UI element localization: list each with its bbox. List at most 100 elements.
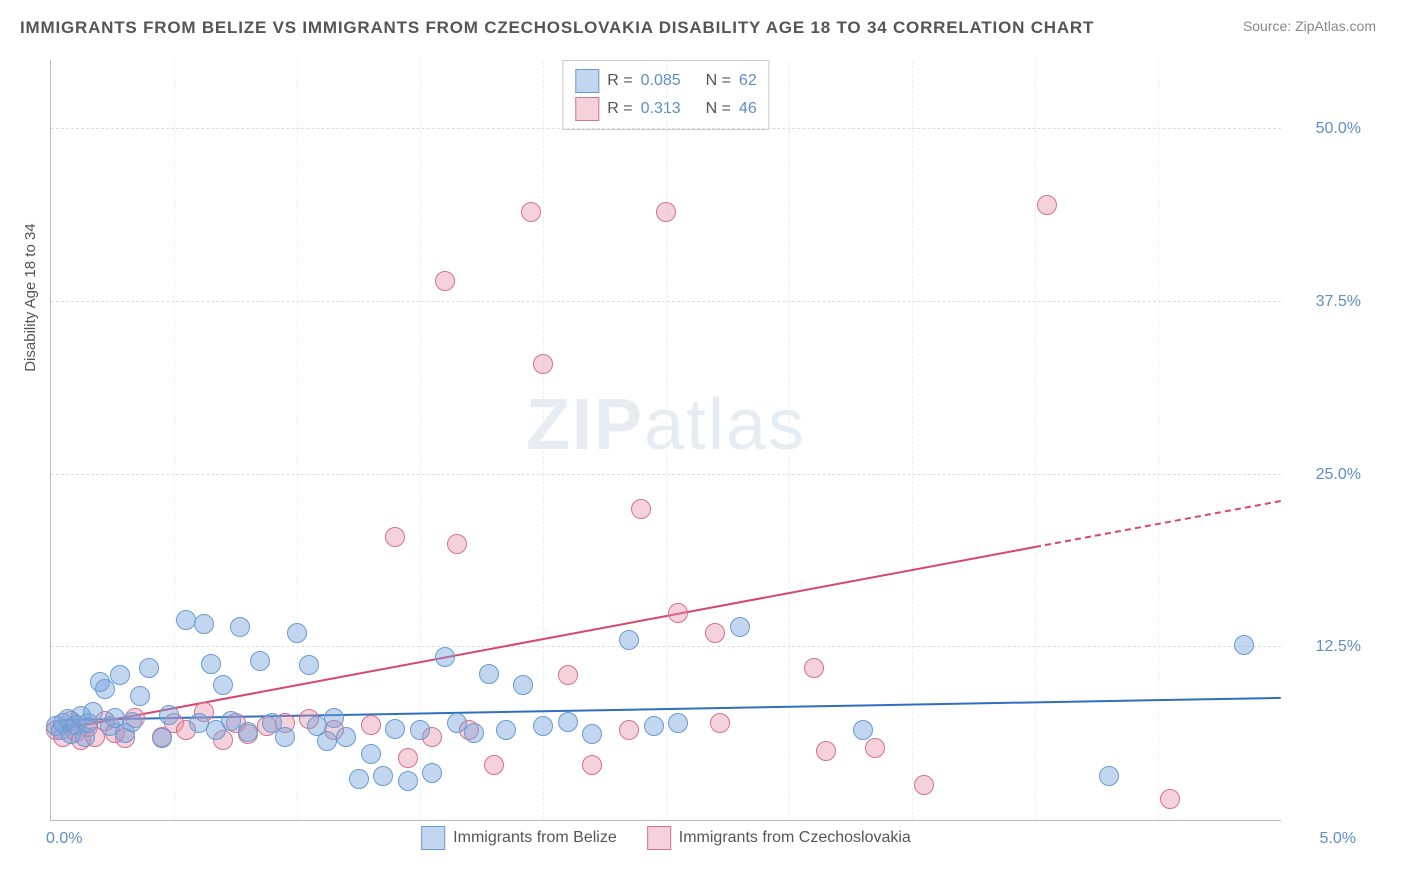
bottom-swatch-belize [421,826,445,850]
data-point-belize [287,623,307,643]
r-value-1: 0.313 [641,100,681,118]
data-point-belize [373,766,393,786]
data-point-belize [464,723,484,743]
data-point-belize [299,655,319,675]
legend-item-belize: Immigrants from Belize [421,826,617,850]
legend-item-czech: Immigrants from Czechoslovakia [647,826,911,850]
x-tick-right: 5.0% [1320,830,1356,848]
data-point-czech [804,658,824,678]
data-point-czech [1160,789,1180,809]
n-label-1: N = [706,100,731,118]
data-point-belize [1099,766,1119,786]
n-value-1: 46 [739,100,757,118]
plot-area: ZIPatlas R = 0.085 N = 62 R = 0.313 N = … [50,60,1281,821]
data-point-belize [668,713,688,733]
data-point-czech [1037,195,1057,215]
data-point-czech [484,755,504,775]
data-point-belize [230,617,250,637]
data-point-belize [122,712,142,732]
data-point-czech [816,741,836,761]
n-value-0: 62 [739,72,757,90]
data-point-belize [250,651,270,671]
n-label-0: N = [706,72,731,90]
data-point-czech [705,623,725,643]
data-point-belize [336,727,356,747]
gridline-v [297,60,298,820]
gridline-v [1158,60,1159,820]
data-point-belize [385,719,405,739]
data-point-czech [385,527,405,547]
data-point-belize [479,664,499,684]
data-point-czech [656,202,676,222]
chart-title: IMMIGRANTS FROM BELIZE VS IMMIGRANTS FRO… [20,18,1094,38]
data-point-belize [435,647,455,667]
data-point-belize [194,614,214,634]
data-point-belize [422,763,442,783]
gridline-v [666,60,667,820]
data-point-czech [447,534,467,554]
data-point-czech [533,354,553,374]
data-point-belize [644,716,664,736]
gridline-v [420,60,421,820]
y-tick-label: 50.0% [1291,120,1361,138]
data-point-belize [582,724,602,744]
y-tick-label: 37.5% [1291,293,1361,311]
swatch-belize [575,69,599,93]
gridline-v [912,60,913,820]
data-point-czech [710,713,730,733]
gridline-v [543,60,544,820]
data-point-belize [110,665,130,685]
data-point-belize [317,731,337,751]
y-tick-label: 25.0% [1291,466,1361,484]
data-point-belize [139,658,159,678]
data-point-belize [558,712,578,732]
data-point-belize [275,727,295,747]
bottom-swatch-czech [647,826,671,850]
data-point-czech [582,755,602,775]
r-label-1: R = [607,100,632,118]
regression-line [63,546,1035,730]
data-point-belize [533,716,553,736]
data-point-czech [865,738,885,758]
data-point-belize [130,686,150,706]
data-point-belize [730,617,750,637]
chart-container: IMMIGRANTS FROM BELIZE VS IMMIGRANTS FRO… [0,0,1406,892]
data-point-czech [914,775,934,795]
data-point-belize [361,744,381,764]
data-point-czech [398,748,418,768]
data-point-czech [521,202,541,222]
data-point-belize [213,675,233,695]
x-tick-left: 0.0% [46,830,82,848]
legend-label-czech: Immigrants from Czechoslovakia [679,829,911,847]
gridline-v [1035,60,1036,820]
data-point-czech [631,499,651,519]
r-value-0: 0.085 [641,72,681,90]
data-point-belize [853,720,873,740]
data-point-belize [159,705,179,725]
data-point-belize [238,722,258,742]
data-point-belize [349,769,369,789]
data-point-belize [1234,635,1254,655]
source-label: Source: ZipAtlas.com [1243,18,1376,34]
data-point-czech [668,603,688,623]
watermark-atlas: atlas [644,385,806,465]
data-point-belize [201,654,221,674]
data-point-belize [496,720,516,740]
swatch-czech [575,97,599,121]
legend-label-belize: Immigrants from Belize [453,829,617,847]
data-point-belize [398,771,418,791]
r-label-0: R = [607,72,632,90]
data-point-czech [361,715,381,735]
data-point-belize [619,630,639,650]
y-tick-label: 12.5% [1291,638,1361,656]
data-point-czech [558,665,578,685]
data-point-belize [83,702,103,722]
y-axis-title: Disability Age 18 to 34 [22,223,39,371]
data-point-belize [513,675,533,695]
series-legend: Immigrants from Belize Immigrants from C… [421,826,911,850]
data-point-belize [324,708,344,728]
data-point-belize [152,728,172,748]
data-point-belize [410,720,430,740]
data-point-czech [619,720,639,740]
data-point-czech [435,271,455,291]
